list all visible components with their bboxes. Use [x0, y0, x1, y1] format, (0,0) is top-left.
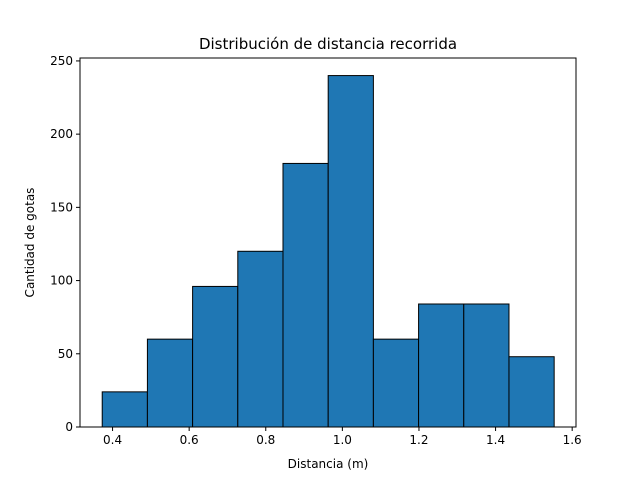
histogram-bar — [237, 250, 284, 428]
y-tick-label: 150 — [50, 200, 73, 214]
histogram-bar — [101, 391, 148, 428]
x-axis-ticks: 0.4 0.6 0.8 1.0 1.2 1.4 1.6 — [103, 427, 582, 447]
y-tick-label: 200 — [50, 127, 73, 141]
histogram-bar — [418, 303, 465, 428]
x-tick-label: 1.0 — [333, 433, 352, 447]
histogram-bar — [146, 338, 194, 428]
chart-title: Distribución de distancia recorrida — [199, 35, 457, 53]
y-tick-label: 250 — [50, 54, 73, 68]
histogram-bar — [192, 285, 239, 428]
plot-frame — [79, 57, 577, 428]
y-tick-label: 50 — [58, 347, 73, 361]
y-tick-label: 100 — [50, 274, 73, 288]
histogram-bar — [327, 75, 374, 428]
x-tick-label: 1.4 — [486, 433, 505, 447]
histogram-bar — [372, 338, 420, 428]
histogram-bar — [282, 162, 329, 428]
x-tick-label: 0.4 — [103, 433, 122, 447]
histogram-bar — [508, 356, 555, 428]
y-tick-label: 0 — [65, 420, 73, 434]
x-axis-label: Distancia (m) — [288, 457, 369, 471]
y-axis-label: Cantidad de gotas — [23, 188, 37, 298]
histogram-bar — [463, 303, 510, 428]
x-tick-label: 0.8 — [256, 433, 275, 447]
x-tick-label: 1.6 — [563, 433, 582, 447]
y-axis-ticks: 0 50 100 150 200 250 — [50, 54, 80, 434]
x-tick-label: 0.6 — [180, 433, 199, 447]
x-tick-label: 1.2 — [409, 433, 428, 447]
bars-group — [101, 75, 555, 428]
